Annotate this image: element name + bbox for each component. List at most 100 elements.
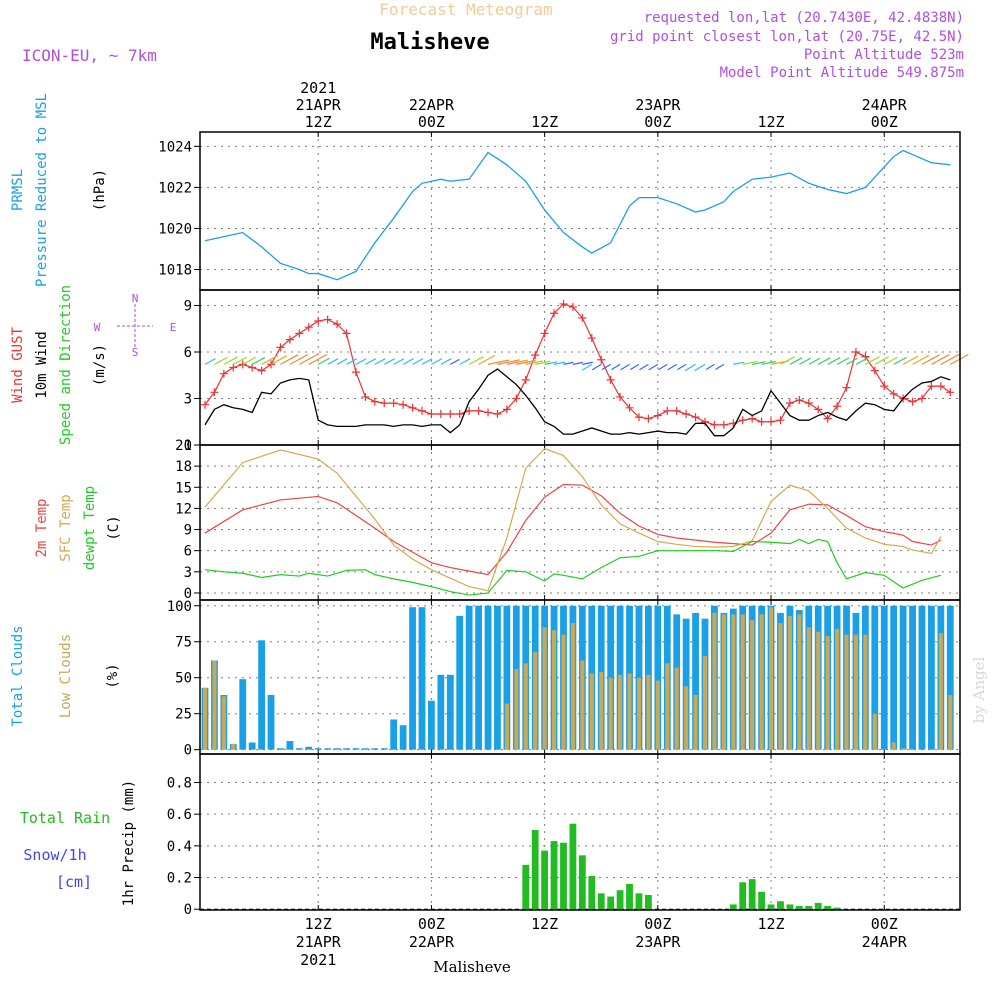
low-cloud-bar <box>835 628 840 750</box>
wind-gust-point <box>427 410 436 418</box>
wind-arrow <box>883 356 898 365</box>
cloud-axis-label: Total Clouds <box>10 625 26 726</box>
y-tick-label: 0.6 <box>167 807 192 823</box>
wind-arrow <box>667 363 678 371</box>
total-cloud-bar <box>428 700 435 750</box>
wind-gust-point <box>314 317 323 325</box>
pressure-axis-label: PRMSL <box>10 169 26 211</box>
y-tick-label: 12 <box>175 501 192 517</box>
wind-arrow <box>761 360 777 365</box>
total-cloud-bar <box>295 748 303 750</box>
y-tick-label: 25 <box>175 707 192 723</box>
wind-gust-point <box>229 363 238 372</box>
wind-arrow <box>440 358 452 365</box>
temperature-axis-label: (C) <box>106 515 122 540</box>
wind-arrow <box>563 361 574 365</box>
wind-arrow <box>214 356 228 365</box>
cloud-axis-label: Low Clouds <box>58 634 74 718</box>
y-tick-label: 6 <box>184 345 192 361</box>
total-cloud-bar <box>871 605 879 750</box>
total-cloud-bar <box>286 741 294 750</box>
low-cloud-bar <box>731 614 736 750</box>
top-time-label: 12Z <box>757 113 784 131</box>
low-cloud-bar <box>542 627 547 750</box>
dewpt-temp-line <box>204 538 942 596</box>
wind-gust-point <box>625 403 634 412</box>
low-cloud-bar <box>580 660 585 750</box>
wind-arrow <box>544 361 557 365</box>
wind-gust-point <box>210 388 219 397</box>
bottom-time-label: 00Z <box>871 915 898 933</box>
bottom-time-label: 12Z <box>531 915 558 933</box>
total-cloud-bar <box>446 674 454 750</box>
total-cloud-bar <box>654 605 662 750</box>
temperature-panel: 0 3 6 9 12 15 18 21 <box>175 438 961 602</box>
y-tick-label: 0 <box>184 438 192 454</box>
top-time-label: 00Z <box>644 113 671 131</box>
temperature-axis-label: 2m Temp <box>34 498 50 557</box>
temperature-grid <box>200 444 960 600</box>
bottom-time-label: 23APR <box>635 933 681 951</box>
wind-arrow <box>516 359 536 365</box>
low-cloud-bar <box>533 651 538 750</box>
rain-bar <box>607 896 615 910</box>
wind-arrow <box>705 363 715 370</box>
top-time-label: 00Z <box>871 113 898 131</box>
wind-gust-point <box>399 400 408 409</box>
low-cloud-bar <box>806 627 811 750</box>
bottom-time-label: 21APR <box>296 933 342 951</box>
wind-gust-point <box>682 410 691 418</box>
wind-arrow <box>581 363 593 371</box>
low-cloud-bar <box>504 703 509 750</box>
bottom-time-label: 12Z <box>757 915 784 933</box>
wind-arrow <box>327 358 339 365</box>
compass-rose: N S W E <box>94 292 177 359</box>
low-cloud-bar <box>212 660 217 750</box>
sfc-temp-line <box>204 447 942 592</box>
wind-direction-arrows <box>204 353 969 372</box>
precip-legend-label: [cm] <box>56 873 92 891</box>
y-tick-label: 0.8 <box>167 776 192 792</box>
low-cloud-bar <box>608 677 613 750</box>
wind-gust-point <box>248 363 257 372</box>
model-label: ICON-EU, ~ 7km <box>22 46 157 65</box>
wind-gust-point <box>351 368 360 377</box>
wind-gust-point <box>587 334 596 343</box>
top-time-label: 24APR <box>862 96 908 114</box>
low-cloud-bar <box>202 687 208 750</box>
top-time-label: 23APR <box>635 96 681 114</box>
wind-arrow <box>931 354 950 365</box>
wind-arrow <box>827 357 841 365</box>
top-time-label: 12Z <box>531 113 558 131</box>
wind-gust-point <box>606 375 615 384</box>
low-cloud-bar <box>844 634 849 750</box>
y-tick-label: 9 <box>184 299 192 315</box>
panels: 1018102010221024036903691215182102550751… <box>158 131 969 918</box>
wind-arrow <box>383 358 395 365</box>
cloud-axis-label: (%) <box>105 663 121 688</box>
total-cloud-bar <box>503 605 511 750</box>
wind-arrow <box>497 359 520 365</box>
wind-arrow <box>694 363 706 372</box>
bottom-time-label: 12Z <box>305 915 332 933</box>
total-cloud-bar <box>305 746 313 750</box>
total-cloud-bar <box>409 607 416 750</box>
wind-arrow <box>912 354 930 365</box>
rain-bar <box>729 904 737 910</box>
wind-arrow <box>684 363 696 372</box>
wind-arrow <box>242 356 257 365</box>
low-cloud-bar <box>636 677 641 750</box>
y-tick-label: 6 <box>184 544 192 560</box>
rain-bar <box>616 890 624 910</box>
wind-gust-point <box>380 399 389 408</box>
wind-gust-point <box>663 406 672 415</box>
wind-arrow <box>299 353 318 365</box>
requested-coordinates: requested lon,lat (20.7430E, 42.4838N) <box>644 10 964 26</box>
y-tick-label: 50 <box>175 671 192 687</box>
low-cloud-bar <box>589 673 594 750</box>
wind-gust-point <box>804 399 813 408</box>
low-cloud-bar <box>787 615 792 750</box>
rain-bar <box>758 891 765 910</box>
total-cloud-bar <box>239 679 247 750</box>
wind-gust-point <box>917 394 926 403</box>
